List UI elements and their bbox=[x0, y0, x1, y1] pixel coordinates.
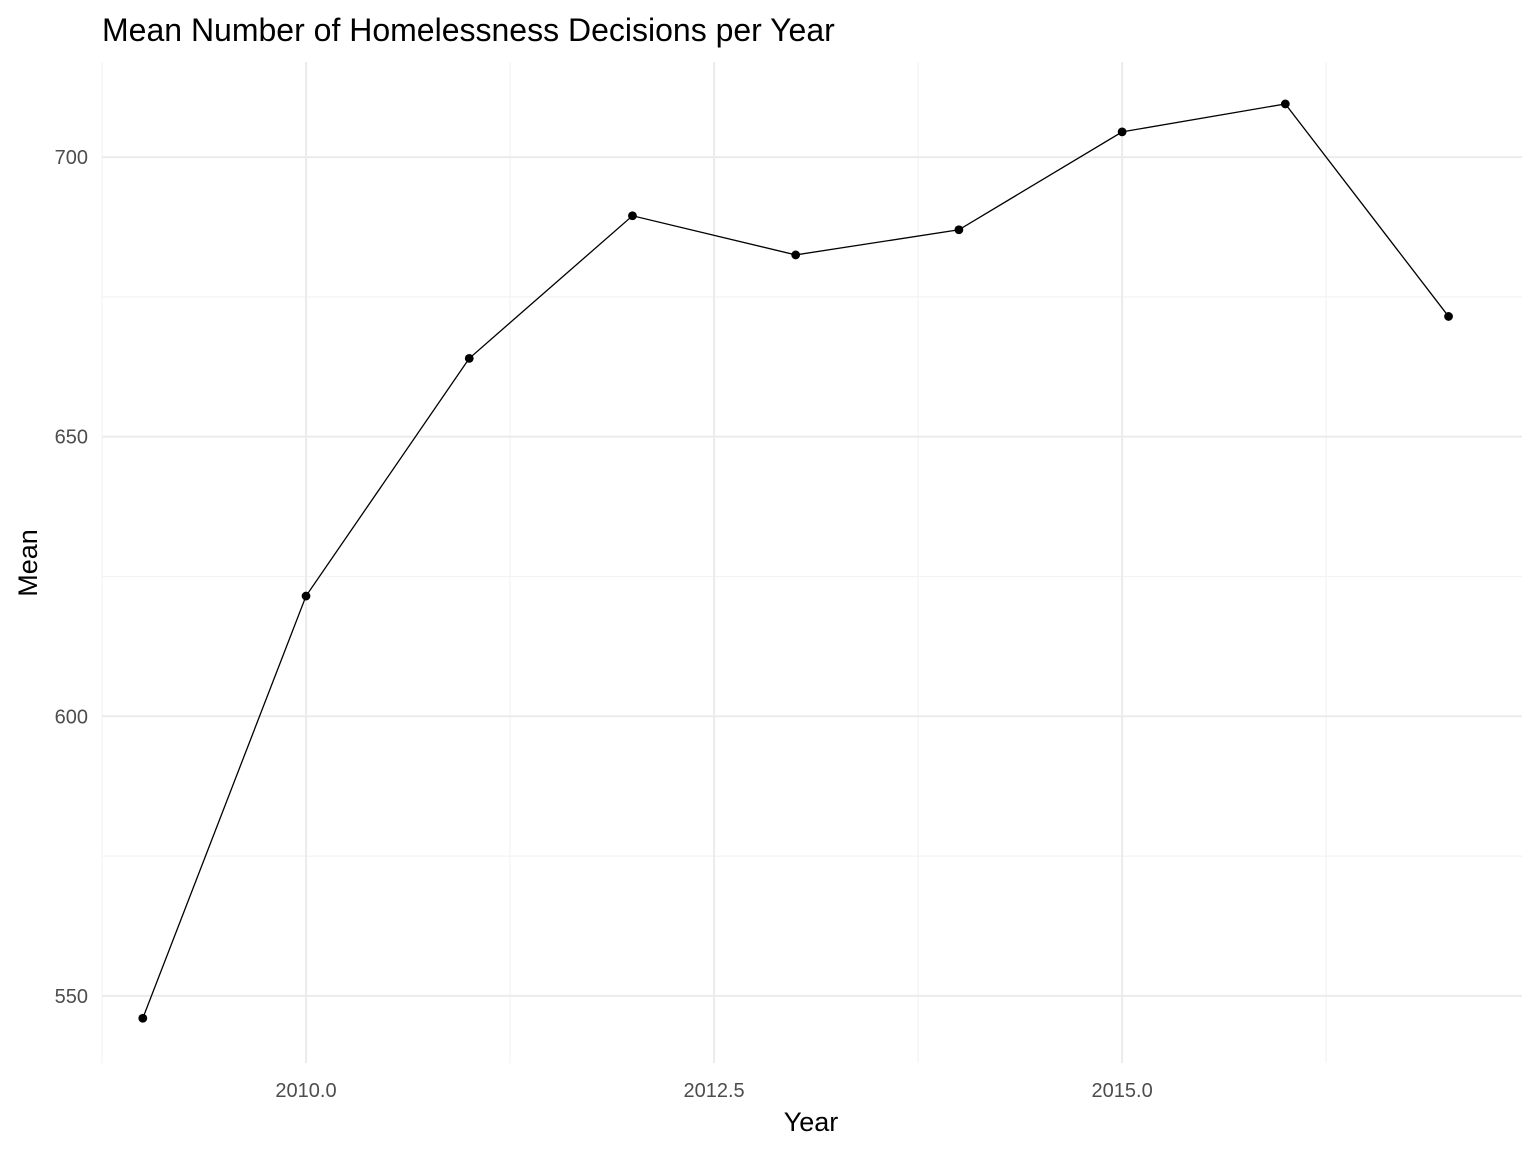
y-tick-label: 700 bbox=[55, 147, 88, 169]
data-point bbox=[954, 225, 964, 235]
data-point bbox=[138, 1013, 148, 1023]
data-point bbox=[1280, 99, 1290, 109]
y-tick-label: 600 bbox=[55, 706, 88, 728]
y-axis-title: Mean bbox=[13, 529, 43, 597]
y-axis-ticks: 550 600 650 700 bbox=[55, 147, 88, 1008]
x-axis-title: Year bbox=[784, 1107, 839, 1137]
data-point bbox=[628, 211, 637, 221]
x-tick-label: 2012.5 bbox=[683, 1080, 744, 1102]
data-point bbox=[301, 591, 311, 601]
data-point bbox=[1444, 312, 1453, 321]
x-tick-label: 2010.0 bbox=[275, 1080, 336, 1102]
y-tick-label: 550 bbox=[55, 986, 88, 1008]
data-series bbox=[138, 99, 1453, 1023]
data-point bbox=[464, 353, 474, 363]
data-point bbox=[791, 250, 801, 260]
y-tick-label: 650 bbox=[55, 427, 88, 449]
data-point bbox=[1117, 127, 1127, 137]
x-tick-label: 2015.0 bbox=[1092, 1080, 1153, 1102]
x-axis-ticks: 2010.0 2012.5 2015.0 bbox=[275, 1080, 1152, 1102]
chart-title: Mean Number of Homelessness Decisions pe… bbox=[102, 12, 835, 48]
series-line bbox=[142, 103, 1450, 1019]
grid bbox=[101, 62, 1522, 1063]
